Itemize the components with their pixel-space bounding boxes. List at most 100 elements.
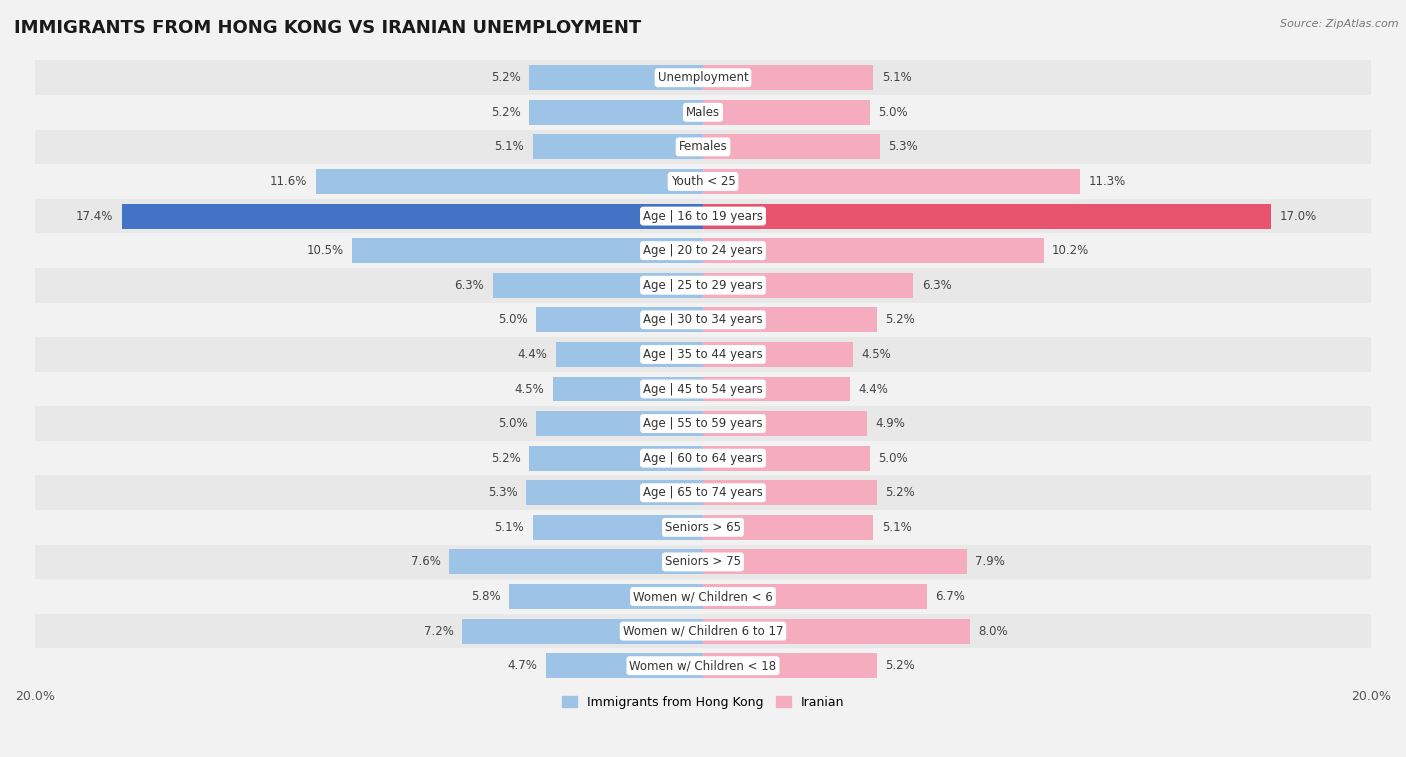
Text: 7.9%: 7.9%	[976, 556, 1005, 569]
Text: 5.2%: 5.2%	[491, 452, 522, 465]
Bar	[35, 510, 1371, 544]
Bar	[533, 515, 703, 540]
Text: 5.0%: 5.0%	[879, 106, 908, 119]
Text: 4.5%: 4.5%	[515, 382, 544, 395]
Text: IMMIGRANTS FROM HONG KONG VS IRANIAN UNEMPLOYMENT: IMMIGRANTS FROM HONG KONG VS IRANIAN UNE…	[14, 19, 641, 37]
Bar	[35, 407, 1371, 441]
Bar	[703, 65, 873, 90]
Bar	[703, 515, 873, 540]
Text: 5.2%: 5.2%	[491, 106, 522, 119]
Bar	[35, 61, 1371, 95]
Bar	[35, 614, 1371, 649]
Text: 5.0%: 5.0%	[879, 452, 908, 465]
Bar	[463, 618, 703, 643]
Bar	[35, 233, 1371, 268]
Text: Age | 35 to 44 years: Age | 35 to 44 years	[643, 348, 763, 361]
Text: Age | 30 to 34 years: Age | 30 to 34 years	[643, 313, 763, 326]
Text: 7.2%: 7.2%	[425, 625, 454, 637]
Bar	[703, 584, 927, 609]
Text: 5.8%: 5.8%	[471, 590, 501, 603]
Text: Unemployment: Unemployment	[658, 71, 748, 84]
Bar	[703, 411, 866, 436]
Text: Source: ZipAtlas.com: Source: ZipAtlas.com	[1281, 19, 1399, 29]
Bar	[509, 584, 703, 609]
Text: Seniors > 65: Seniors > 65	[665, 521, 741, 534]
Bar	[35, 199, 1371, 233]
Bar	[35, 475, 1371, 510]
Bar	[703, 100, 870, 125]
Text: 4.4%: 4.4%	[858, 382, 889, 395]
Bar	[553, 376, 703, 401]
Bar	[35, 337, 1371, 372]
Text: 10.5%: 10.5%	[307, 245, 344, 257]
Text: 6.3%: 6.3%	[922, 279, 952, 291]
Bar	[529, 100, 703, 125]
Text: 5.3%: 5.3%	[889, 140, 918, 154]
Text: 5.1%: 5.1%	[495, 140, 524, 154]
Text: 11.3%: 11.3%	[1088, 175, 1126, 188]
Bar	[703, 653, 877, 678]
Bar	[703, 238, 1043, 263]
Text: Age | 60 to 64 years: Age | 60 to 64 years	[643, 452, 763, 465]
Bar	[529, 446, 703, 471]
Text: Youth < 25: Youth < 25	[671, 175, 735, 188]
Text: 5.0%: 5.0%	[498, 417, 527, 430]
Bar	[35, 164, 1371, 199]
Bar	[533, 135, 703, 159]
Text: Males: Males	[686, 106, 720, 119]
Text: 5.2%: 5.2%	[884, 659, 915, 672]
Bar	[703, 273, 914, 298]
Text: 5.1%: 5.1%	[882, 71, 911, 84]
Text: 17.0%: 17.0%	[1279, 210, 1316, 223]
Text: Women w/ Children < 6: Women w/ Children < 6	[633, 590, 773, 603]
Bar	[353, 238, 703, 263]
Bar	[35, 544, 1371, 579]
Text: 4.7%: 4.7%	[508, 659, 537, 672]
Text: 6.3%: 6.3%	[454, 279, 484, 291]
Text: 5.2%: 5.2%	[884, 486, 915, 500]
Text: 5.1%: 5.1%	[495, 521, 524, 534]
Legend: Immigrants from Hong Kong, Iranian: Immigrants from Hong Kong, Iranian	[557, 691, 849, 714]
Bar	[529, 65, 703, 90]
Text: Women w/ Children < 18: Women w/ Children < 18	[630, 659, 776, 672]
Bar	[703, 135, 880, 159]
Bar	[703, 342, 853, 367]
Text: Age | 55 to 59 years: Age | 55 to 59 years	[643, 417, 763, 430]
Bar	[35, 129, 1371, 164]
Text: 4.5%: 4.5%	[862, 348, 891, 361]
Bar	[492, 273, 703, 298]
Text: Age | 16 to 19 years: Age | 16 to 19 years	[643, 210, 763, 223]
Bar	[35, 441, 1371, 475]
Bar	[35, 372, 1371, 407]
Text: Women w/ Children 6 to 17: Women w/ Children 6 to 17	[623, 625, 783, 637]
Bar	[315, 169, 703, 194]
Bar	[536, 411, 703, 436]
Bar	[35, 579, 1371, 614]
Text: 6.7%: 6.7%	[935, 590, 965, 603]
Text: 5.0%: 5.0%	[498, 313, 527, 326]
Text: Age | 20 to 24 years: Age | 20 to 24 years	[643, 245, 763, 257]
Text: Females: Females	[679, 140, 727, 154]
Bar	[703, 618, 970, 643]
Bar	[449, 550, 703, 575]
Text: 5.2%: 5.2%	[884, 313, 915, 326]
Bar	[35, 303, 1371, 337]
Bar	[703, 446, 870, 471]
Bar	[703, 376, 851, 401]
Text: 5.2%: 5.2%	[491, 71, 522, 84]
Bar	[555, 342, 703, 367]
Text: Age | 25 to 29 years: Age | 25 to 29 years	[643, 279, 763, 291]
Text: 17.4%: 17.4%	[76, 210, 114, 223]
Bar	[122, 204, 703, 229]
Text: 7.6%: 7.6%	[411, 556, 441, 569]
Bar	[703, 480, 877, 505]
Bar	[35, 268, 1371, 303]
Bar	[546, 653, 703, 678]
Text: 5.3%: 5.3%	[488, 486, 517, 500]
Bar	[703, 204, 1271, 229]
Text: Seniors > 75: Seniors > 75	[665, 556, 741, 569]
Bar	[35, 95, 1371, 129]
Text: 10.2%: 10.2%	[1052, 245, 1090, 257]
Text: 8.0%: 8.0%	[979, 625, 1008, 637]
Bar	[35, 649, 1371, 683]
